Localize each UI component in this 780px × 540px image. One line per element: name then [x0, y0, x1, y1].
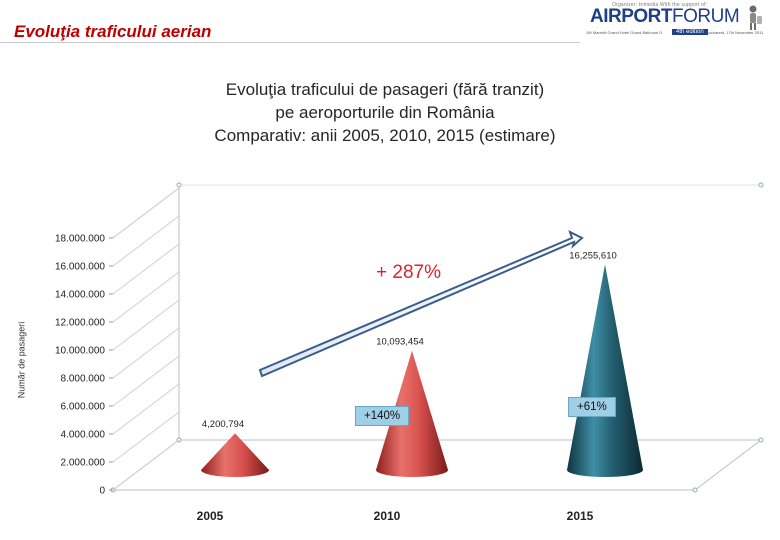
- y-tick-label: 6.000.000: [61, 402, 106, 413]
- chart-title: Evoluţia traficului de pasageri (fără tr…: [130, 78, 640, 147]
- logo-edition: 4th edition: [672, 29, 708, 35]
- y-gridline: [112, 187, 180, 239]
- y-gridline: [112, 411, 180, 463]
- x-tick-label-2015: 2015: [567, 509, 594, 523]
- y-tick-label: 4.000.000: [61, 430, 106, 441]
- growth-2015-badge: +61%: [568, 397, 616, 417]
- left-wall-frame: [112, 186, 180, 491]
- frame-corner-handle: [176, 182, 182, 188]
- right-floor-edge: [694, 439, 762, 491]
- cone-2015: [567, 264, 643, 477]
- y-tick-label: 12.000.000: [55, 318, 105, 329]
- y-gridline: [112, 271, 180, 323]
- cone-2010: [376, 350, 448, 477]
- growth-trend-arrow: [258, 230, 584, 378]
- traveler-figure-icon: [749, 5, 762, 30]
- y-gridline: [112, 439, 180, 491]
- y-tick-label: 2.000.000: [61, 458, 106, 469]
- data-label-2015: 16,255,610: [569, 250, 617, 261]
- data-label-2010: 10,093,454: [376, 337, 424, 348]
- logo-brand-forum: FORUM: [672, 6, 740, 27]
- chart-cones: [201, 264, 643, 477]
- chart-title-line-2: pe aeroporturile din România: [275, 103, 495, 122]
- growth-2010-badge: +140%: [355, 406, 410, 426]
- x-tick-label-2005: 2005: [197, 509, 224, 523]
- chart-title-line-3: Comparativ: anii 2005, 2010, 2015 (estim…: [214, 126, 556, 145]
- chart-title-line-1: Evoluţia traficului de pasageri (fără tr…: [225, 80, 545, 99]
- frame-corner-handle: [692, 487, 698, 493]
- frame-corner-handle: [758, 437, 764, 443]
- y-tick-label: 18.000.000: [55, 234, 105, 245]
- logo-sponsor-line: Organizer: trimedia With the support of:: [612, 2, 708, 8]
- logo-date: Bucharest, 17th November 2011: [706, 30, 764, 35]
- total-growth-label: + 287%: [376, 262, 441, 283]
- y-tick-label: 16.000.000: [55, 262, 105, 273]
- y-gridline: [112, 243, 180, 295]
- airport-forum-logo: Organizer: trimedia With the support of:…: [584, 0, 780, 42]
- x-tick-label-2010: 2010: [374, 509, 401, 523]
- cone-2005: [201, 433, 269, 477]
- logo-brand: AIRPORTFORUM: [590, 6, 740, 28]
- y-tick-label: 10.000.000: [55, 346, 105, 357]
- y-tick-label: 14.000.000: [55, 290, 105, 301]
- y-gridline: [112, 215, 180, 267]
- slide-title: Evoluţia traficului aerian: [14, 22, 212, 41]
- data-label-2005: 4,200,794: [202, 419, 244, 430]
- chart-labels: 0 2.000.000 4.000.000 6.000.000 8.000.000 10.…: [55, 234, 617, 524]
- y-tick-label: 0: [99, 486, 105, 497]
- frame-corner-handle: [758, 182, 764, 188]
- y-gridline: [112, 383, 180, 435]
- y-gridline: [112, 355, 180, 407]
- chart-grid: [109, 182, 764, 493]
- logo-brand-airport: AIRPORT: [590, 6, 673, 27]
- y-tick-label: 8.000.000: [61, 374, 106, 385]
- y-axis-label: Număr de pasageri: [16, 321, 27, 399]
- logo-venue: JW Marriott Grand Hotel Grand Ballroom D: [586, 30, 663, 35]
- y-gridline: [112, 327, 180, 379]
- y-gridline: [112, 299, 180, 351]
- header-divider: [0, 42, 580, 43]
